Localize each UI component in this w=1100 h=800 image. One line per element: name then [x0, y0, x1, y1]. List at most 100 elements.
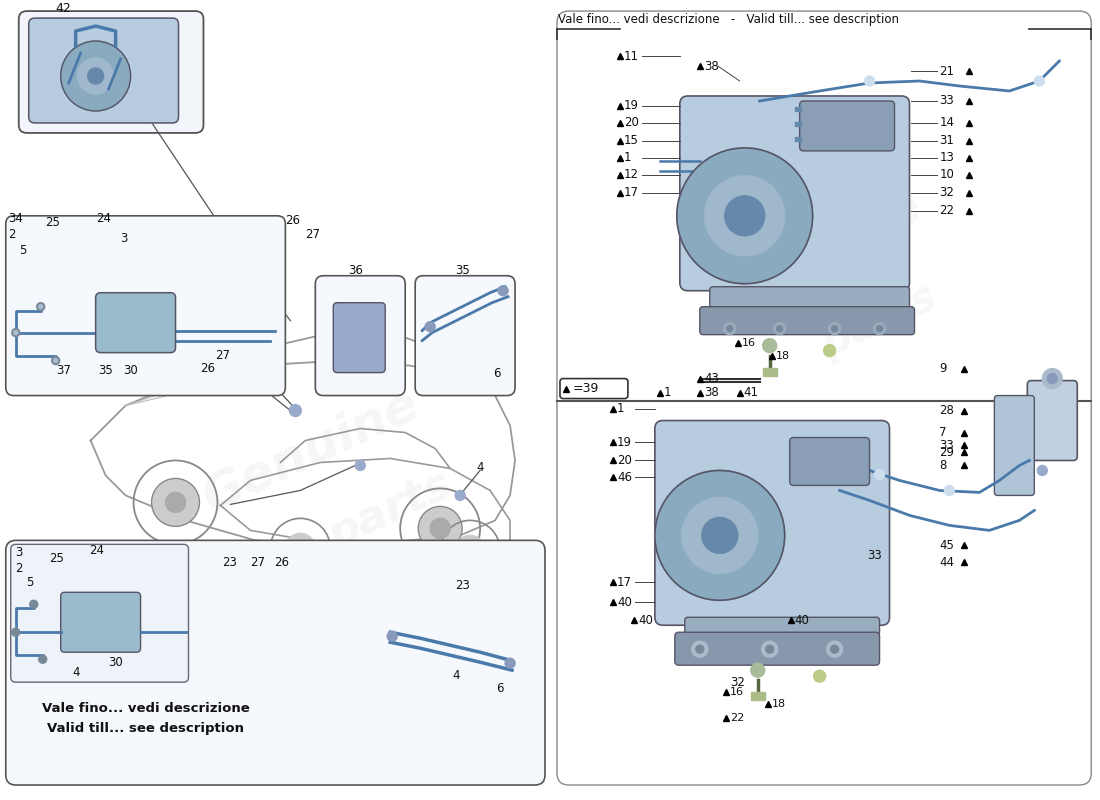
FancyBboxPatch shape — [700, 306, 914, 334]
Text: 12: 12 — [624, 168, 639, 182]
Text: 10: 10 — [939, 168, 955, 182]
Circle shape — [1047, 374, 1057, 383]
Text: 32: 32 — [939, 186, 955, 199]
FancyBboxPatch shape — [680, 96, 910, 290]
Text: 16: 16 — [741, 338, 756, 348]
Circle shape — [152, 478, 199, 526]
Text: 4: 4 — [476, 461, 484, 474]
Text: 21: 21 — [939, 65, 955, 78]
Circle shape — [39, 655, 46, 663]
Text: 19: 19 — [617, 436, 631, 449]
Text: Genuine: Genuine — [195, 379, 426, 522]
FancyBboxPatch shape — [560, 378, 628, 398]
Circle shape — [773, 322, 785, 334]
Text: 43: 43 — [705, 372, 719, 385]
Text: parts: parts — [321, 463, 459, 558]
FancyBboxPatch shape — [415, 276, 515, 395]
Text: 26: 26 — [285, 214, 300, 227]
Circle shape — [13, 330, 18, 334]
Text: 27: 27 — [306, 228, 320, 242]
Circle shape — [777, 326, 783, 332]
Text: 20: 20 — [624, 117, 639, 130]
Circle shape — [826, 642, 843, 657]
FancyBboxPatch shape — [11, 544, 188, 682]
Text: 34: 34 — [8, 212, 23, 226]
Text: 5: 5 — [25, 576, 33, 589]
Circle shape — [387, 631, 397, 642]
Circle shape — [418, 506, 462, 550]
Text: 36: 36 — [348, 264, 363, 278]
Text: 5: 5 — [19, 244, 26, 258]
Text: 40: 40 — [617, 596, 631, 609]
FancyBboxPatch shape — [1027, 381, 1077, 461]
Text: 40: 40 — [638, 614, 652, 626]
Text: 29: 29 — [939, 446, 955, 459]
Text: 1: 1 — [617, 402, 625, 415]
Text: 41: 41 — [744, 386, 759, 399]
FancyBboxPatch shape — [674, 632, 880, 665]
Circle shape — [865, 76, 874, 86]
Circle shape — [676, 148, 813, 284]
Text: 22: 22 — [939, 204, 955, 218]
Text: 1: 1 — [624, 151, 631, 164]
Text: 35: 35 — [99, 364, 113, 377]
Text: 1: 1 — [663, 386, 671, 399]
FancyBboxPatch shape — [800, 101, 894, 151]
Text: 13: 13 — [939, 151, 955, 164]
FancyBboxPatch shape — [654, 421, 890, 626]
Circle shape — [60, 41, 131, 111]
Text: 3: 3 — [121, 232, 128, 246]
Text: 3: 3 — [14, 546, 22, 559]
FancyBboxPatch shape — [19, 11, 204, 133]
Circle shape — [355, 461, 365, 470]
Circle shape — [498, 286, 508, 296]
FancyBboxPatch shape — [333, 302, 385, 373]
Text: 33: 33 — [939, 439, 954, 452]
Text: 26: 26 — [274, 556, 289, 569]
Text: 25: 25 — [45, 216, 59, 230]
Text: 2: 2 — [14, 562, 22, 575]
Circle shape — [877, 326, 882, 332]
Text: 9: 9 — [939, 362, 947, 375]
Text: 27: 27 — [251, 556, 265, 569]
Circle shape — [945, 486, 955, 495]
Text: 26: 26 — [200, 362, 216, 375]
Text: Valid till... see description: Valid till... see description — [47, 722, 244, 734]
Text: 8: 8 — [939, 459, 947, 472]
Text: 42: 42 — [56, 2, 72, 14]
Circle shape — [761, 642, 778, 657]
Text: 30: 30 — [123, 364, 139, 377]
FancyBboxPatch shape — [790, 438, 870, 486]
Circle shape — [1043, 369, 1063, 389]
Text: 46: 46 — [617, 471, 631, 484]
Circle shape — [692, 642, 707, 657]
Text: 27: 27 — [216, 349, 231, 362]
Circle shape — [39, 305, 43, 309]
Text: 20: 20 — [617, 454, 631, 467]
Text: 23: 23 — [455, 578, 470, 592]
Text: 18: 18 — [772, 699, 785, 709]
Text: 25: 25 — [48, 552, 64, 565]
Circle shape — [1034, 76, 1044, 86]
Text: Genuine: Genuine — [711, 184, 928, 318]
FancyBboxPatch shape — [994, 395, 1034, 495]
Text: 17: 17 — [617, 576, 631, 589]
Bar — [794, 137, 801, 141]
Text: 37: 37 — [56, 364, 70, 377]
Circle shape — [289, 405, 301, 417]
Circle shape — [696, 646, 704, 654]
Bar — [794, 107, 801, 111]
Text: 35: 35 — [454, 264, 470, 278]
Text: 28: 28 — [939, 404, 955, 417]
Text: 18: 18 — [776, 350, 790, 361]
Circle shape — [54, 358, 57, 362]
Text: 30: 30 — [109, 656, 123, 669]
Text: 38: 38 — [704, 386, 718, 399]
Text: 33: 33 — [868, 549, 882, 562]
Circle shape — [88, 68, 103, 84]
FancyBboxPatch shape — [710, 286, 910, 310]
Circle shape — [724, 322, 736, 334]
Circle shape — [727, 326, 733, 332]
Text: 16: 16 — [729, 687, 744, 697]
Text: 32: 32 — [729, 676, 745, 689]
